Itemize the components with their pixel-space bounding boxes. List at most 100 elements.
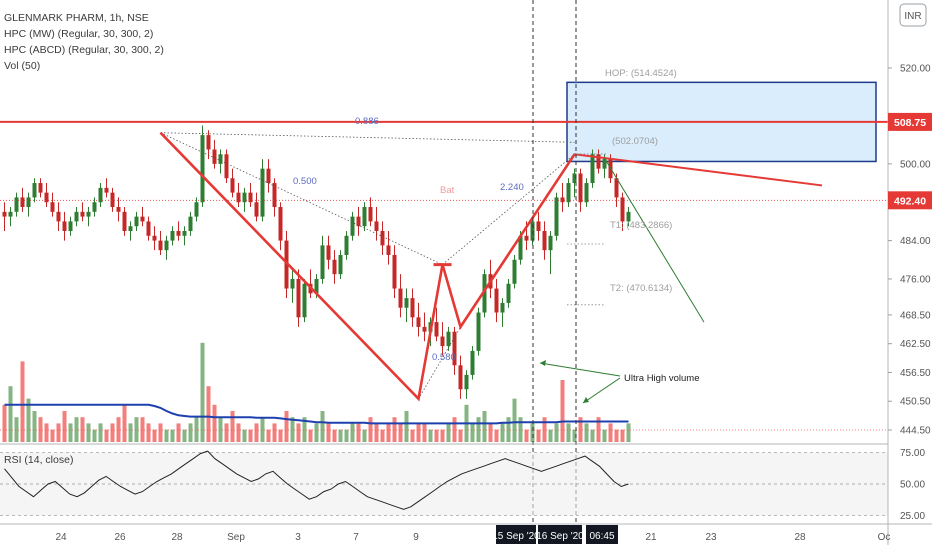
volume-bar <box>80 417 85 442</box>
fib-0500-label: 0.500 <box>293 176 317 187</box>
date-tag: 06:45 <box>586 525 618 544</box>
candle-body <box>494 288 499 313</box>
price-tag: 492.40 <box>888 191 932 210</box>
rsi-tick-label: 50.00 <box>900 480 925 491</box>
candle <box>80 202 85 222</box>
x-tick-label: 3 <box>295 532 301 543</box>
candle-body <box>164 240 169 251</box>
candle <box>362 202 367 231</box>
candle <box>26 192 31 217</box>
volume-bar <box>266 429 271 442</box>
candle-body <box>38 183 43 193</box>
candle <box>254 192 259 222</box>
volume-bar <box>476 417 481 442</box>
candle-body <box>56 211 61 222</box>
candle-body <box>296 278 301 318</box>
candle-body <box>128 226 133 231</box>
ultra-high-volume-label: Ultra High volume <box>624 373 700 384</box>
arrow-head <box>540 360 546 366</box>
volume-bar <box>470 423 475 442</box>
candle <box>386 231 391 265</box>
candle <box>326 235 331 270</box>
candle <box>170 226 175 246</box>
candle <box>248 183 253 208</box>
candle-body <box>212 149 217 164</box>
volume-bar <box>56 423 61 442</box>
candle-body <box>86 211 91 217</box>
volume-bar <box>572 429 577 442</box>
candle <box>38 178 43 198</box>
candle <box>296 269 301 327</box>
volume-bar <box>620 429 625 442</box>
point-d-label: (502.0704) <box>612 136 658 147</box>
candle-body <box>236 192 241 203</box>
candle <box>422 312 427 342</box>
candle <box>536 211 541 241</box>
candle-body <box>20 197 25 208</box>
candle <box>278 202 283 251</box>
volume-bar <box>596 417 601 442</box>
bat-label: Bat <box>440 185 455 196</box>
candle <box>206 130 211 160</box>
svg-text:INR: INR <box>904 11 921 22</box>
x-tick-label: 28 <box>794 532 806 543</box>
candle-body <box>152 235 157 241</box>
legend-title: GLENMARK PHARM, 1h, NSE <box>4 12 149 24</box>
volume-bar <box>500 423 505 442</box>
volume-bar <box>368 417 373 442</box>
x-tick-label: Oc <box>878 532 891 543</box>
rsi-tick-label: 25.00 <box>900 511 925 522</box>
candle <box>368 197 373 227</box>
candle-body <box>290 278 295 289</box>
candle-body <box>572 173 577 184</box>
volume-bar <box>26 398 31 442</box>
candle <box>416 302 421 337</box>
volume-bar <box>284 411 289 442</box>
candle-body <box>200 135 205 203</box>
volume-bar <box>404 411 409 442</box>
price-tag-label: 508.75 <box>894 117 926 129</box>
candle <box>290 269 295 303</box>
volume-bar <box>452 417 457 442</box>
volume-bars <box>2 342 631 442</box>
volume-bar <box>554 423 559 442</box>
volume-bar <box>308 429 313 442</box>
legend-vol: Vol (50) <box>4 60 40 72</box>
candle-body <box>500 302 505 313</box>
volume-bar <box>32 411 37 442</box>
candle-body <box>524 235 529 241</box>
volume-bar <box>518 417 523 442</box>
volume-bar <box>38 417 43 442</box>
trend-line <box>574 153 823 187</box>
candle <box>452 326 457 375</box>
candle-body <box>302 283 307 318</box>
volume-bar <box>566 423 571 442</box>
volume-bar <box>350 423 355 442</box>
candle-body <box>2 211 7 217</box>
candle-body <box>560 197 565 203</box>
candle-body <box>566 183 571 203</box>
volume-bar <box>116 417 121 442</box>
candle-body <box>50 202 55 212</box>
candle-body <box>158 240 163 251</box>
candle-body <box>32 183 37 198</box>
volume-bar <box>560 380 565 442</box>
candle-body <box>584 183 589 203</box>
date-tag-bg <box>538 525 582 544</box>
candle-body <box>278 207 283 241</box>
candle-body <box>464 374 469 390</box>
volume-bar <box>488 423 493 442</box>
price-tick-label: 450.50 <box>900 397 931 408</box>
volume-bar <box>446 423 451 442</box>
volume-bar <box>458 429 463 442</box>
candle <box>92 197 97 217</box>
currency-badge[interactable]: INR <box>899 3 927 27</box>
volume-bar <box>386 423 391 442</box>
candle-body <box>266 168 271 184</box>
candle-body <box>320 245 325 279</box>
candle <box>284 231 289 299</box>
volume-bar <box>494 429 499 442</box>
volume-bar <box>428 429 433 442</box>
volume-bar <box>44 423 49 442</box>
